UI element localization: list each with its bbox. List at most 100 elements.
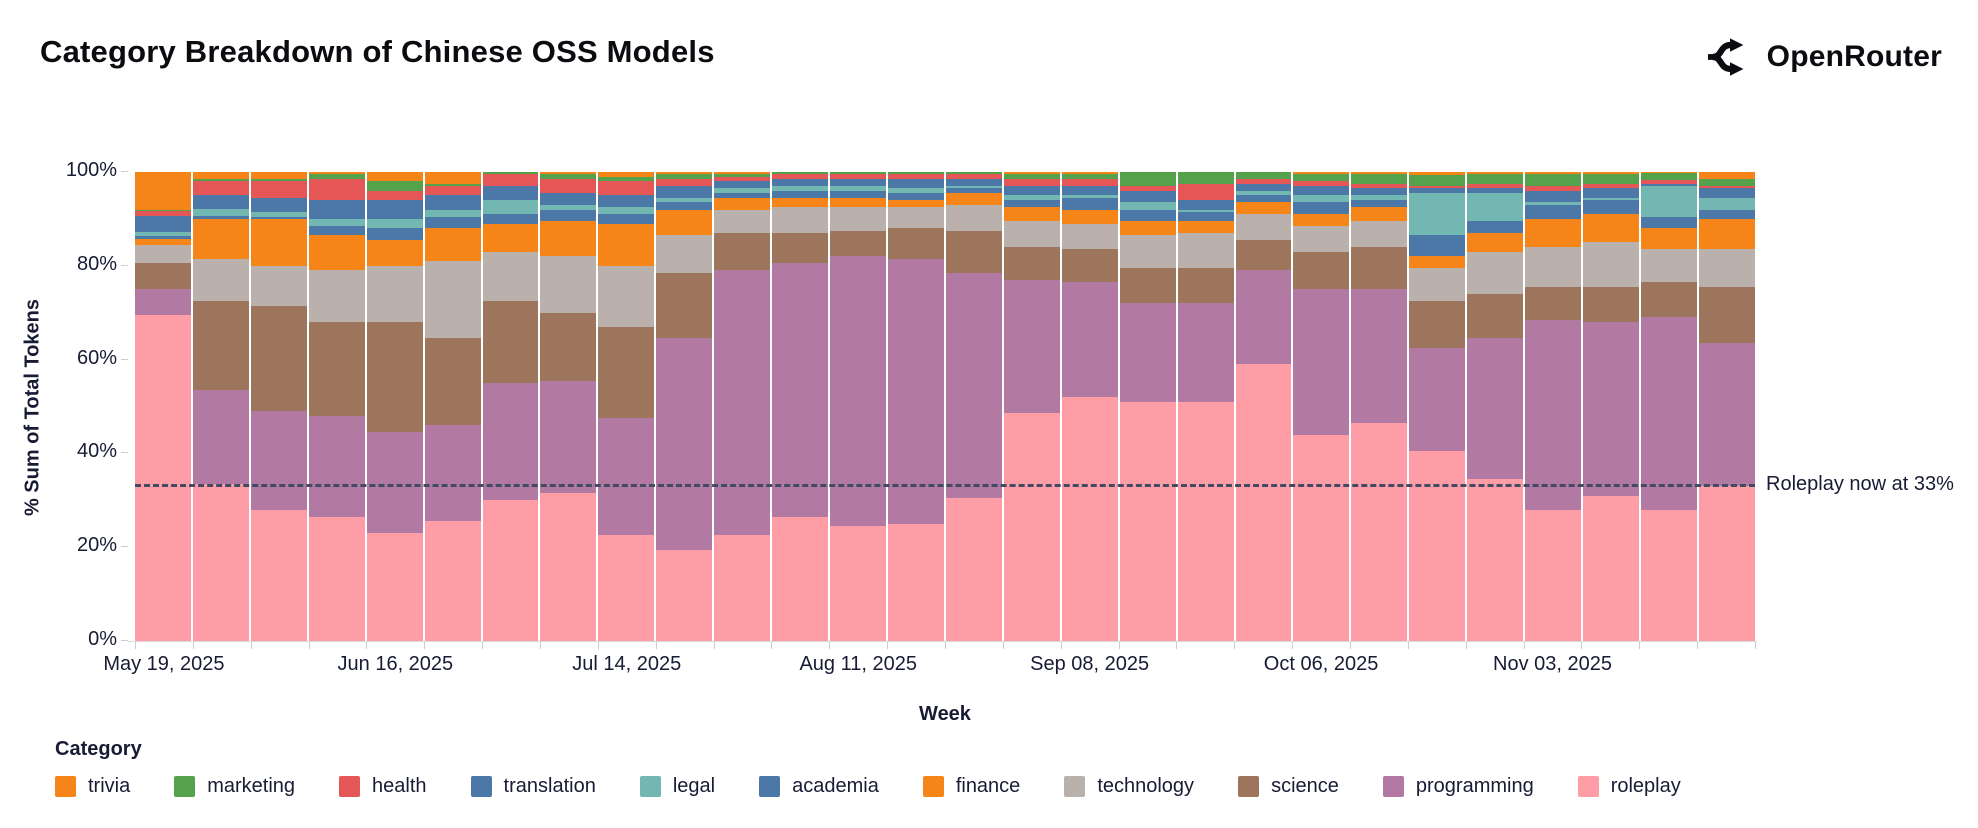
segment-legal[interactable] [192,208,249,216]
segment-translation[interactable] [1698,188,1755,198]
bar-week-19[interactable] [1177,172,1234,641]
segment-health[interactable] [482,174,539,187]
segment-science[interactable] [1177,268,1234,304]
segment-science[interactable] [945,230,1002,273]
segment-finance[interactable] [598,223,655,266]
segment-legal[interactable] [1119,202,1176,210]
segment-legal[interactable] [135,231,191,236]
legend-item-legal[interactable]: legal [639,775,715,798]
segment-finance[interactable] [1409,256,1466,269]
segment-technology[interactable] [656,235,713,273]
segment-academia[interactable] [1119,209,1176,222]
segment-marketing[interactable] [250,179,307,182]
segment-roleplay[interactable] [1235,364,1292,641]
segment-marketing[interactable] [714,174,771,177]
bar-week-15[interactable] [945,172,1002,641]
segment-roleplay[interactable] [772,516,829,641]
segment-health[interactable] [945,174,1002,180]
segment-academia[interactable] [366,228,423,240]
segment-legal[interactable] [945,186,1002,189]
segment-trivia[interactable] [1409,172,1466,176]
segment-marketing[interactable] [772,172,829,175]
segment-health[interactable] [1525,186,1582,191]
legend-item-academia[interactable]: academia [759,775,879,798]
segment-roleplay[interactable] [366,533,423,641]
segment-programming[interactable] [482,382,539,501]
segment-academia[interactable] [945,188,1002,194]
segment-marketing[interactable] [135,210,191,212]
segment-academia[interactable] [1061,197,1118,210]
segment-trivia[interactable] [1583,172,1639,175]
segment-trivia[interactable] [1698,172,1755,180]
segment-trivia[interactable] [1003,172,1060,175]
segment-programming[interactable] [1525,319,1582,510]
segment-legal[interactable] [887,188,944,194]
segment-academia[interactable] [1640,216,1697,229]
segment-translation[interactable] [830,179,886,187]
segment-academia[interactable] [1525,204,1582,219]
segment-roleplay[interactable] [656,549,713,641]
segment-legal[interactable] [308,218,365,226]
segment-science[interactable] [1061,249,1118,283]
segment-translation[interactable] [1003,186,1060,196]
segment-science[interactable] [1293,251,1350,290]
segment-roleplay[interactable] [714,535,771,641]
segment-trivia[interactable] [366,172,423,182]
segment-health[interactable] [424,186,481,196]
segment-academia[interactable] [1177,211,1234,222]
segment-roleplay[interactable] [308,516,365,641]
segment-health[interactable] [887,174,944,180]
bar-week-22[interactable] [1351,172,1408,641]
segment-health[interactable] [714,176,771,182]
segment-science[interactable] [1467,293,1524,339]
segment-technology[interactable] [1525,247,1582,287]
bar-week-5[interactable] [366,172,423,641]
segment-science[interactable] [656,272,713,339]
legend-item-finance[interactable]: finance [922,775,1020,798]
segment-legal[interactable] [1003,195,1060,201]
segment-marketing[interactable] [308,174,365,180]
segment-academia[interactable] [1293,202,1350,215]
legend-item-trivia[interactable]: trivia [55,775,130,798]
segment-marketing[interactable] [1640,172,1697,180]
segment-science[interactable] [1698,286,1755,344]
segment-science[interactable] [308,322,365,416]
segment-translation[interactable] [540,193,597,205]
segment-programming[interactable] [1293,289,1350,435]
legend-item-translation[interactable]: translation [470,775,596,798]
segment-marketing[interactable] [1119,172,1176,187]
segment-technology[interactable] [366,265,423,323]
segment-roleplay[interactable] [830,526,886,641]
segment-academia[interactable] [1003,200,1060,208]
segment-finance[interactable] [482,223,539,252]
segment-marketing[interactable] [1583,174,1639,184]
segment-translation[interactable] [656,186,713,198]
segment-finance[interactable] [1177,221,1234,233]
segment-programming[interactable] [1235,270,1292,365]
segment-technology[interactable] [887,207,944,229]
bar-week-12[interactable] [772,172,829,641]
bar-week-27[interactable] [1640,172,1697,641]
segment-programming[interactable] [366,432,423,534]
segment-science[interactable] [135,263,191,289]
segment-legal[interactable] [1061,195,1118,198]
segment-roleplay[interactable] [540,493,597,641]
legend-item-programming[interactable]: programming [1382,775,1534,798]
segment-science[interactable] [192,300,249,391]
legend-item-health[interactable]: health [339,775,427,798]
bar-week-7[interactable] [482,172,539,641]
segment-programming[interactable] [1061,282,1118,398]
segment-trivia[interactable] [424,172,481,184]
segment-translation[interactable] [1409,188,1466,194]
segment-health[interactable] [366,190,423,201]
segment-marketing[interactable] [598,176,655,182]
segment-translation[interactable] [366,200,423,219]
bar-week-4[interactable] [308,172,365,641]
segment-translation[interactable] [1467,188,1524,194]
segment-academia[interactable] [1698,209,1755,219]
segment-academia[interactable] [714,193,771,198]
segment-roleplay[interactable] [1119,401,1176,641]
bar-week-2[interactable] [192,172,249,641]
segment-programming[interactable] [540,380,597,494]
segment-legal[interactable] [1235,190,1292,196]
